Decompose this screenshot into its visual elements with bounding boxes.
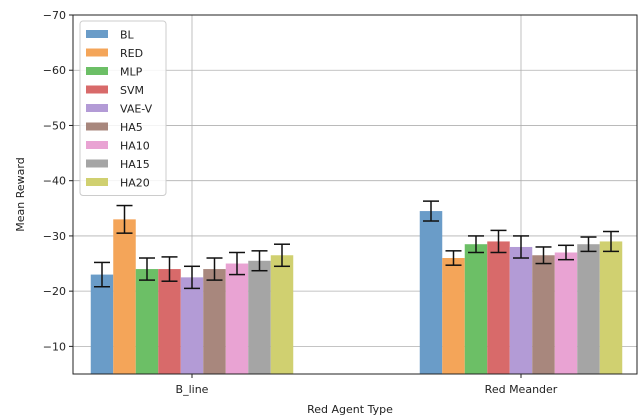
legend-box	[79, 20, 167, 196]
bar-ha10-1	[554, 252, 578, 374]
bar-mlp-1	[464, 244, 488, 374]
legend-swatch	[86, 159, 108, 168]
bar-mlp-0	[135, 269, 159, 374]
bar-svm-1	[487, 241, 510, 374]
bar-ha10-0	[225, 263, 249, 374]
legend-label: HA15	[120, 158, 150, 171]
legend-label: MLP	[120, 66, 143, 79]
bar-bl-0	[90, 274, 114, 374]
legend-swatch	[86, 104, 108, 112]
x-tick-label: B_line	[176, 383, 209, 396]
legend: BL RED MLP SVM VAE-V HA5 HA10 HA15 HA20	[79, 20, 167, 196]
legend-swatch	[86, 178, 108, 186]
legend-label: HA10	[120, 140, 150, 153]
legend-label: RED	[120, 47, 143, 60]
y-axis-label: Mean Reward	[14, 157, 27, 231]
legend-label: SVM	[120, 84, 144, 97]
y-tick-label: −50	[43, 119, 66, 132]
x-axis-label: Red Agent Type	[307, 403, 393, 416]
x-tick-label: Red Meander	[485, 383, 558, 396]
bar-ha5-1	[532, 255, 555, 374]
legend-label: VAE-V	[120, 103, 153, 116]
bar-red-1	[442, 258, 465, 374]
legend-label: HA5	[120, 121, 143, 134]
legend-swatch	[86, 141, 108, 149]
legend-swatch	[86, 122, 108, 131]
bar-ha20-1	[599, 241, 623, 374]
bar-ha5-0	[203, 269, 226, 374]
axes: −10 −20 −30 −40 −50 −60 −70 B_line Red Meander	[43, 9, 638, 396]
y-tick-label: −10	[43, 340, 66, 353]
bar-vae-v-1	[509, 246, 533, 374]
legend-label: BL	[120, 29, 135, 42]
y-tick-label: −20	[43, 285, 66, 298]
legend-swatch	[86, 48, 108, 57]
legend-swatch	[86, 85, 108, 94]
bar-vae-v-0	[180, 277, 204, 374]
bar-bl-1	[419, 211, 443, 374]
y-tick-label: −70	[43, 9, 66, 22]
y-tick-label: −40	[43, 175, 66, 188]
bar-svm-0	[158, 269, 181, 374]
bar-ha15-1	[577, 244, 600, 374]
plot-frame	[72, 14, 638, 375]
bar-ha20-0	[270, 255, 294, 374]
legend-label: HA20	[120, 177, 150, 190]
legend-swatch	[86, 67, 108, 75]
y-tick-label: −60	[43, 64, 66, 77]
bar-ha15-0	[248, 260, 271, 374]
bars	[90, 200, 623, 374]
y-tick-label: −30	[43, 230, 66, 243]
bar-red-0	[113, 219, 136, 374]
legend-swatch	[86, 30, 108, 38]
